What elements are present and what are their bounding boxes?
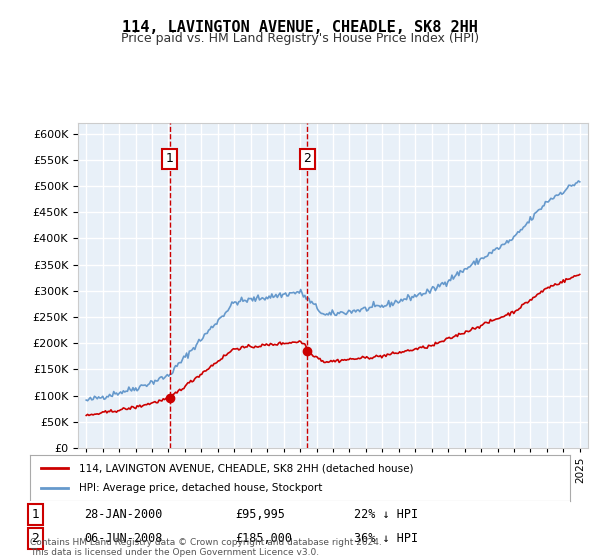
Text: Price paid vs. HM Land Registry's House Price Index (HPI): Price paid vs. HM Land Registry's House … <box>121 32 479 45</box>
Text: 1: 1 <box>166 152 173 165</box>
Text: 36% ↓ HPI: 36% ↓ HPI <box>354 532 418 545</box>
Text: 06-JUN-2008: 06-JUN-2008 <box>84 532 163 545</box>
Text: Contains HM Land Registry data © Crown copyright and database right 2024.
This d: Contains HM Land Registry data © Crown c… <box>30 538 382 557</box>
Text: £185,000: £185,000 <box>235 532 292 545</box>
Text: 114, LAVINGTON AVENUE, CHEADLE, SK8 2HH (detached house): 114, LAVINGTON AVENUE, CHEADLE, SK8 2HH … <box>79 463 413 473</box>
Text: 28-JAN-2000: 28-JAN-2000 <box>84 508 163 521</box>
Text: HPI: Average price, detached house, Stockport: HPI: Average price, detached house, Stoc… <box>79 483 322 493</box>
Text: 2: 2 <box>31 532 40 545</box>
Text: 2: 2 <box>303 152 311 165</box>
Text: 1: 1 <box>31 508 40 521</box>
Text: 22% ↓ HPI: 22% ↓ HPI <box>354 508 418 521</box>
Text: 114, LAVINGTON AVENUE, CHEADLE, SK8 2HH: 114, LAVINGTON AVENUE, CHEADLE, SK8 2HH <box>122 20 478 35</box>
Text: £95,995: £95,995 <box>235 508 285 521</box>
